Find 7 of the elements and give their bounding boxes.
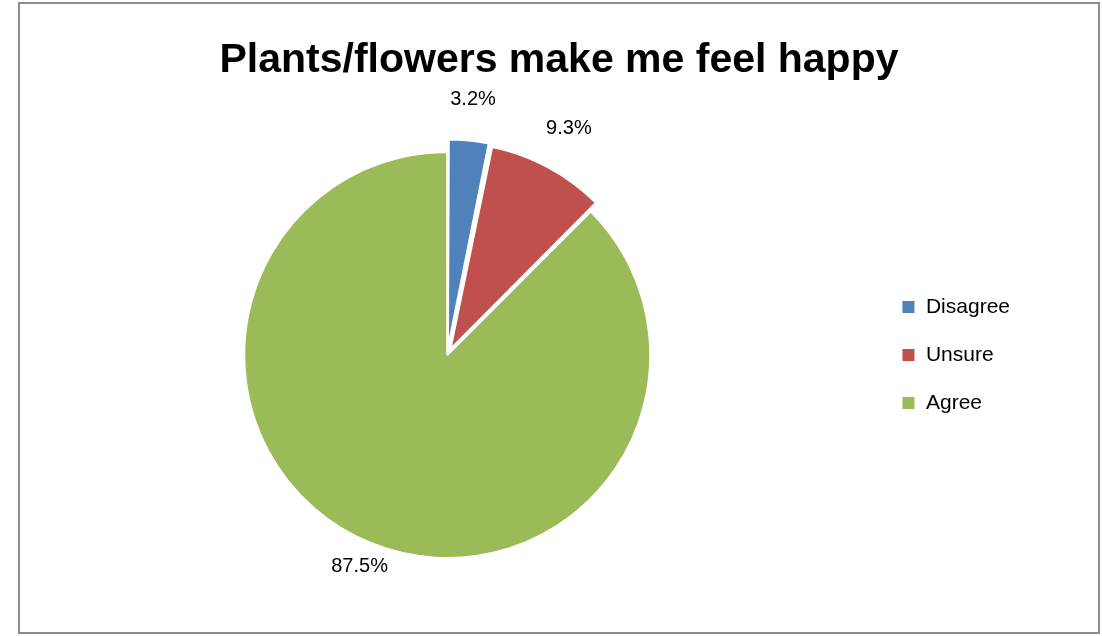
legend-label: Unsure — [925, 341, 994, 365]
data-label: 9.3% — [546, 116, 592, 139]
chart-title: Plants/flowers make me feel happy — [219, 34, 899, 82]
legend-label: Agree — [925, 389, 983, 413]
data-label: 87.5% — [331, 554, 389, 577]
data-label: 3.2% — [450, 86, 497, 109]
legend-label: Disagree — [925, 293, 1011, 317]
